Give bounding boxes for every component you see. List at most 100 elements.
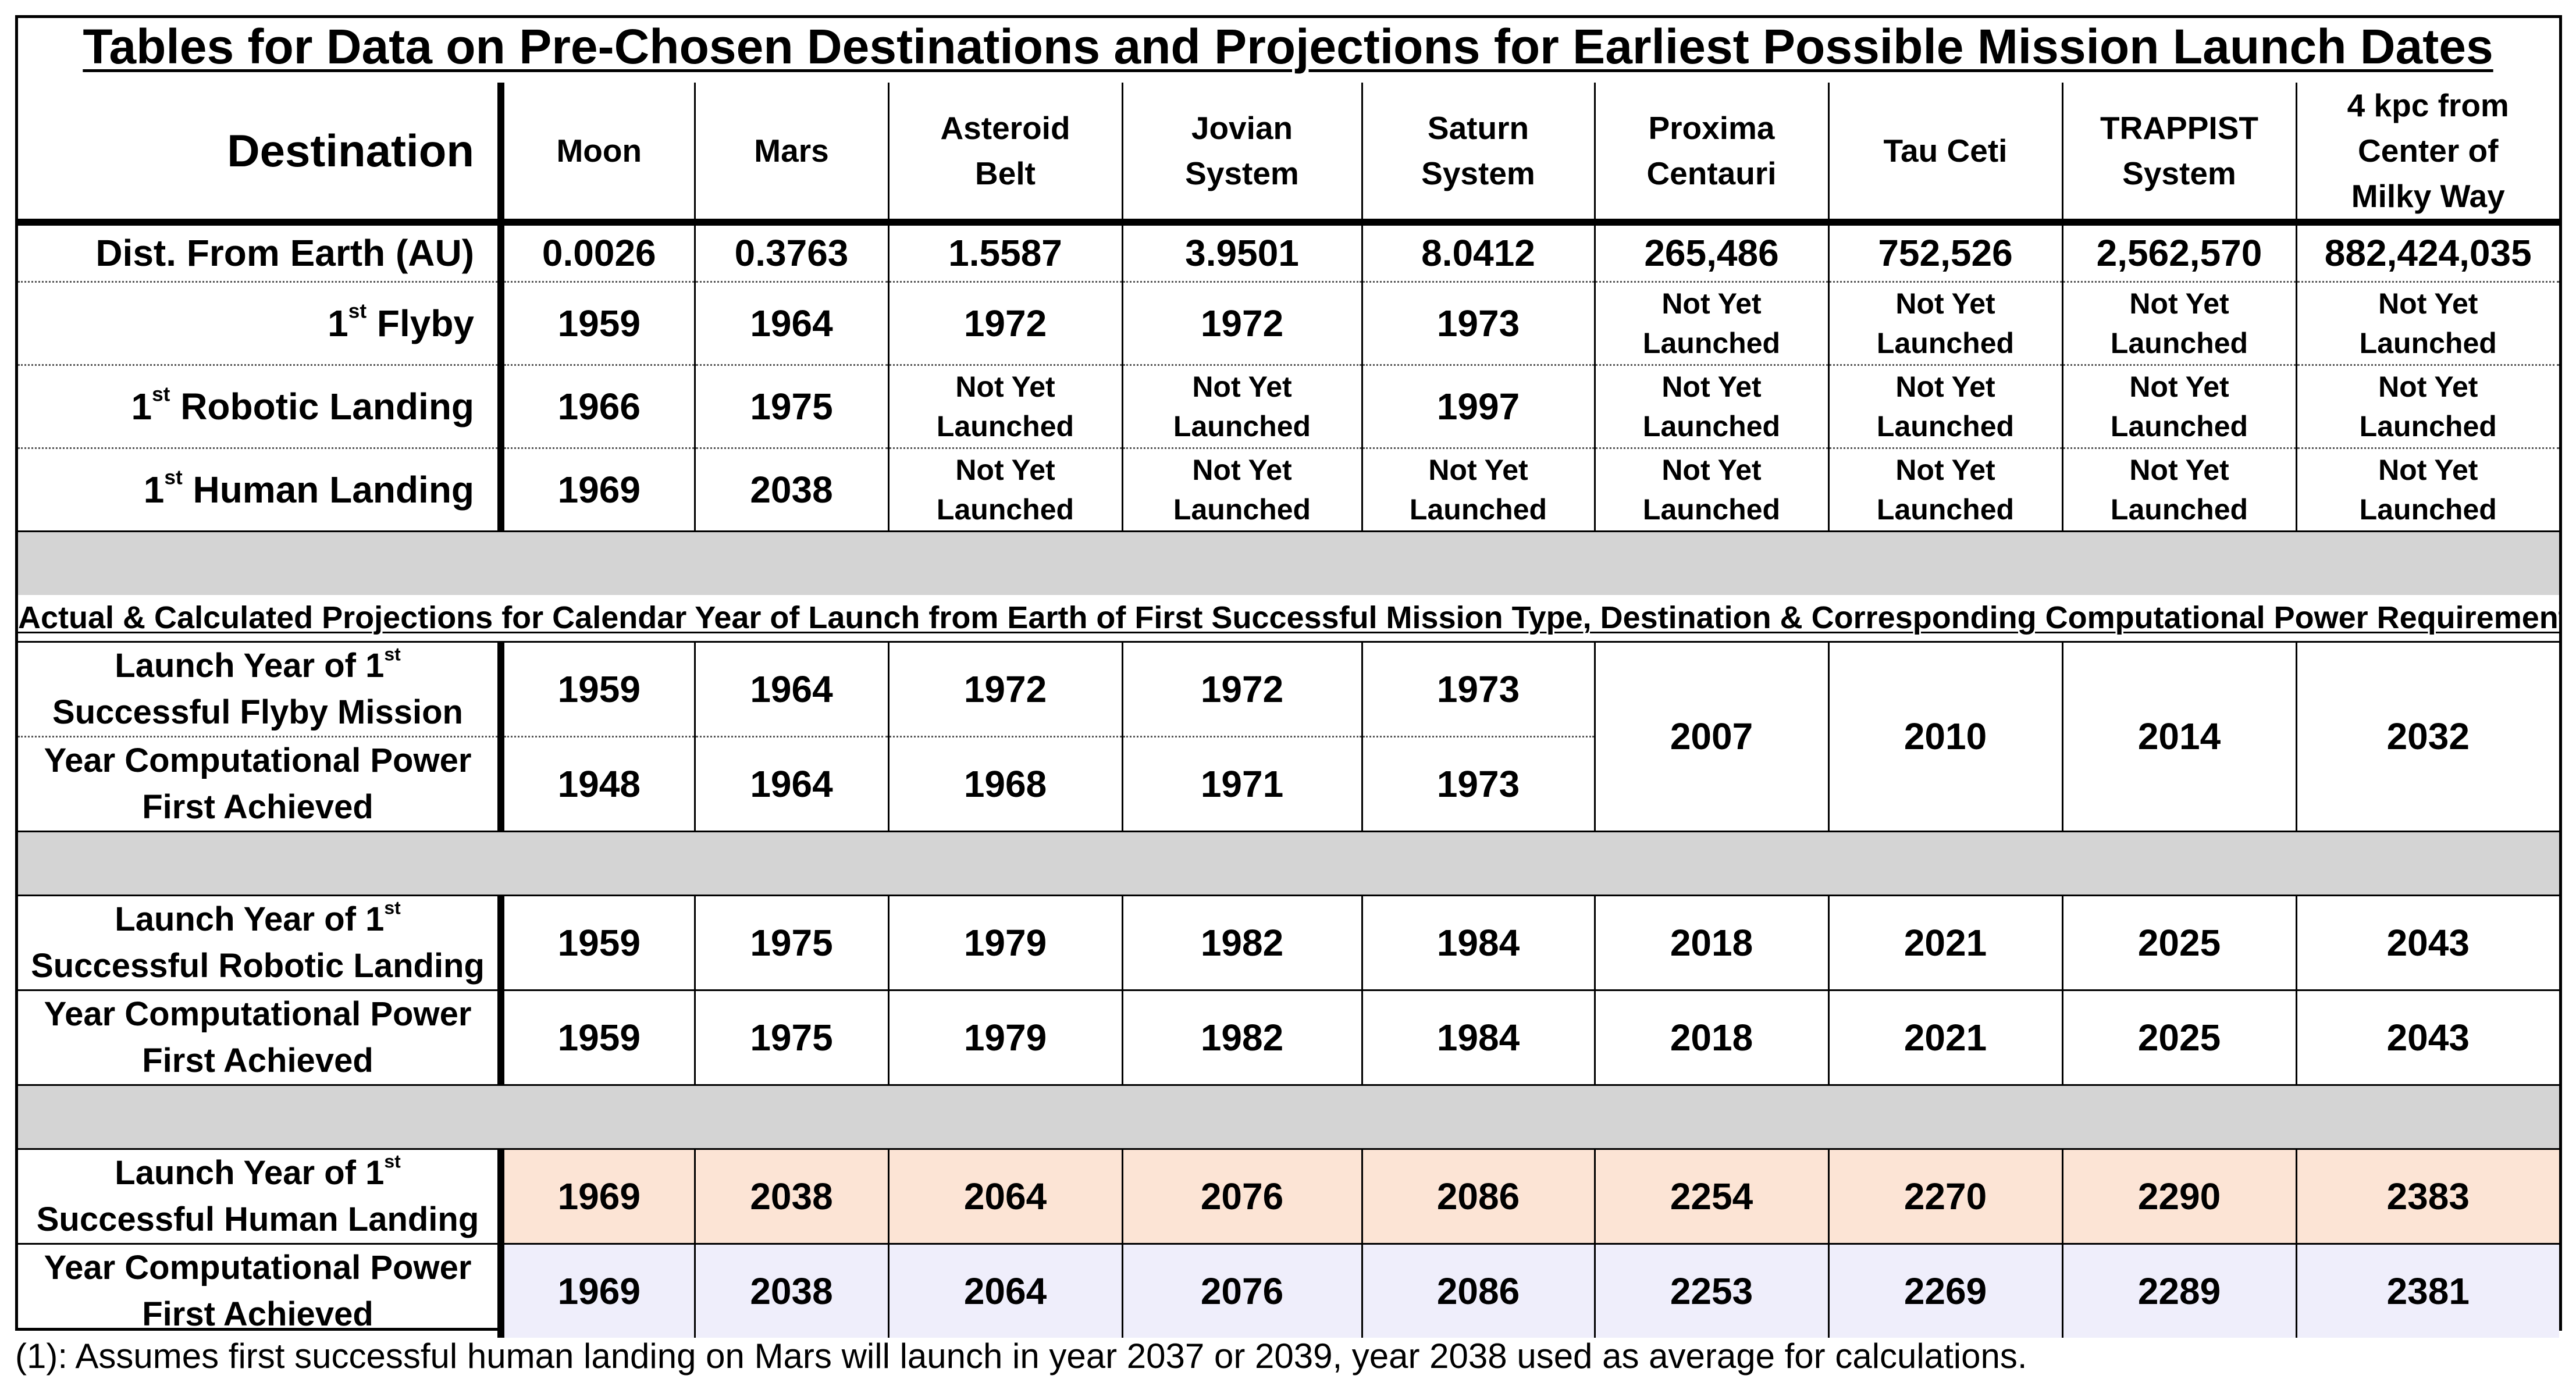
label-text: 1 [328, 302, 348, 344]
label-text: Flyby [367, 302, 474, 344]
flyby-launch-value: 1972 [1121, 640, 1362, 736]
robotic-launch-row-value: 1982 [1121, 894, 1362, 990]
first-robotic-landing-row-value: 1997 [1361, 364, 1595, 448]
label-superscript: st [348, 299, 367, 322]
distance-row: Dist. From Earth (AU) 0.0026 0.3763 1.5587 3… [18, 219, 2559, 282]
destination-name-line: Center of [2358, 133, 2499, 169]
flyby-launch-value: 1972 [887, 640, 1122, 736]
first-robotic-landing-row-label: 1st Robotic Landing [18, 364, 504, 448]
distance-value: 0.3763 [693, 219, 888, 282]
gray-band [18, 1084, 2559, 1149]
first-flyby-row-value: Not Yet Launched [1827, 280, 2062, 365]
destination-name-line: Belt [975, 155, 1036, 191]
robotic-comp-row-value: 1982 [1121, 989, 1362, 1085]
human-launch-row-value: 2383 [2295, 1148, 2559, 1244]
not-yet-line-2: Launched [1876, 493, 2015, 526]
label-superscript: st [384, 643, 401, 664]
human-launch-row-value: 1969 [500, 1148, 695, 1244]
label-text: 1 [143, 468, 165, 511]
label-text: Year Computational Power [44, 995, 472, 1033]
not-yet-line-2: Launched [1642, 493, 1781, 526]
first-robotic-landing-row-value: 1975 [693, 364, 888, 448]
first-flyby-row-value: 1964 [693, 280, 888, 365]
flyby-launch-value: 1964 [693, 640, 888, 736]
not-yet-line-1: Not Yet [955, 370, 1055, 403]
not-yet-line-1: Not Yet [2378, 370, 2478, 403]
destination-name-line: System [1421, 155, 1535, 191]
first-robotic-landing-row-value: Not Yet Launched [1593, 364, 1828, 448]
not-yet-line-2: Launched [936, 409, 1074, 443]
first-human-landing-row-value: Not Yet Launched [1593, 447, 1828, 531]
not-yet-line-2: Launched [2110, 326, 2248, 359]
flyby-merged-value: 2014 [2061, 640, 2296, 831]
not-yet-line-1: Not Yet [2378, 453, 2478, 486]
destination-name-line: Jovian [1191, 110, 1293, 146]
robotic-launch-row-value: 1975 [693, 894, 888, 990]
distance-value: 2,562,570 [2061, 219, 2296, 282]
distance-value: 1.5587 [887, 219, 1122, 282]
flyby-comp-label: Year Computational Power First Achieved [18, 735, 504, 831]
separator-band [18, 830, 2559, 895]
not-yet-line-1: Not Yet [2378, 287, 2478, 320]
flyby-comp-value: 1973 [1361, 735, 1595, 831]
flyby-merged-value: 2010 [1827, 640, 2062, 831]
distance-value: 0.0026 [500, 219, 695, 282]
row-label-line-2: First Achieved [142, 1041, 373, 1079]
first-flyby-row-value: Not Yet Launched [2061, 280, 2296, 365]
destination-name-line: TRAPPIST [2100, 110, 2258, 146]
not-yet-line-1: Not Yet [1661, 370, 1762, 403]
not-yet-line-2: Launched [2359, 409, 2497, 443]
first-robotic-landing-row: 1st Robotic Landing 1966 1975 Not Yet Launch… [18, 364, 2559, 448]
row-label-line-2: Successful Robotic Landing [31, 946, 485, 985]
row-label-line-2: Successful Flyby Mission [52, 693, 463, 731]
destination-name-line: System [2122, 155, 2236, 191]
robotic-launch-row-value: 1959 [500, 894, 695, 990]
destination-name-line: Proxima [1648, 110, 1775, 146]
gray-band [18, 530, 2559, 595]
first-human-landing-row-label: 1st Human Landing [18, 447, 504, 531]
label-text: Human Landing [182, 468, 474, 511]
distance-value: 882,424,035 [2295, 219, 2559, 282]
destination-column-header: 4 kpc from Center of Milky Way [2295, 83, 2559, 222]
destination-name-line: Asteroid [940, 110, 1070, 146]
human-launch-row-value: 2290 [2061, 1148, 2296, 1244]
robotic-comp-row-value: 2043 [2295, 989, 2559, 1085]
row-label-line-1: Year Computational Power [18, 1245, 494, 1291]
robotic-launch-row-value: 2025 [2061, 894, 2296, 990]
robotic-launch-row-value: 2018 [1593, 894, 1828, 990]
not-yet-line-1: Not Yet [2129, 287, 2229, 320]
label-superscript: st [384, 896, 401, 918]
flyby-merged-value: 2032 [2295, 640, 2559, 831]
first-human-landing-row-value: 1969 [500, 447, 695, 531]
row-label-line-1: Year Computational Power [18, 992, 494, 1038]
first-flyby-row-label: 1st Flyby [18, 280, 504, 365]
robotic-launch-row: Launch Year of 1st Successful Robotic Lan… [18, 894, 2559, 990]
row-label-line-2: First Achieved [142, 1295, 373, 1333]
not-yet-line-2: Launched [2110, 493, 2248, 526]
separator-band [18, 530, 2559, 595]
distance-value: 3.9501 [1121, 219, 1362, 282]
human-comp-row-value: 2076 [1121, 1242, 1362, 1338]
first-flyby-row: 1st Flyby 1959 1964 1972 1972 1973 Not Yet Laun… [18, 280, 2559, 365]
not-yet-line-1: Not Yet [1895, 370, 1995, 403]
first-flyby-row-value: 1972 [887, 280, 1122, 365]
not-yet-line-2: Launched [936, 493, 1074, 526]
first-human-landing-row-value: 2038 [693, 447, 888, 531]
destination-column-header: Tau Ceti [1827, 83, 2062, 222]
label-superscript: st [384, 1150, 401, 1171]
label-text: Year Computational Power [44, 1248, 472, 1287]
first-flyby-row-value: Not Yet Launched [2295, 280, 2559, 365]
not-yet-line-1: Not Yet [1192, 453, 1292, 486]
label-text: Robotic Landing [170, 385, 474, 427]
not-yet-line-1: Not Yet [1895, 287, 1995, 320]
destination-name-line: Moon [556, 133, 642, 169]
human-launch-row-value: 2086 [1361, 1148, 1595, 1244]
first-flyby-row-value: 1973 [1361, 280, 1595, 365]
not-yet-line-2: Launched [1876, 326, 2015, 359]
human-comp-row-label: Year Computational Power First Achieved [18, 1242, 504, 1338]
distance-value: 265,486 [1593, 219, 1828, 282]
first-human-landing-row: 1st Human Landing 1969 2038 Not Yet Launched… [18, 447, 2559, 531]
robotic-launch-row-label: Launch Year of 1st Successful Robotic Lan… [18, 894, 504, 990]
human-launch-row-value: 2064 [887, 1148, 1122, 1244]
first-robotic-landing-row-value: Not Yet Launched [887, 364, 1122, 448]
